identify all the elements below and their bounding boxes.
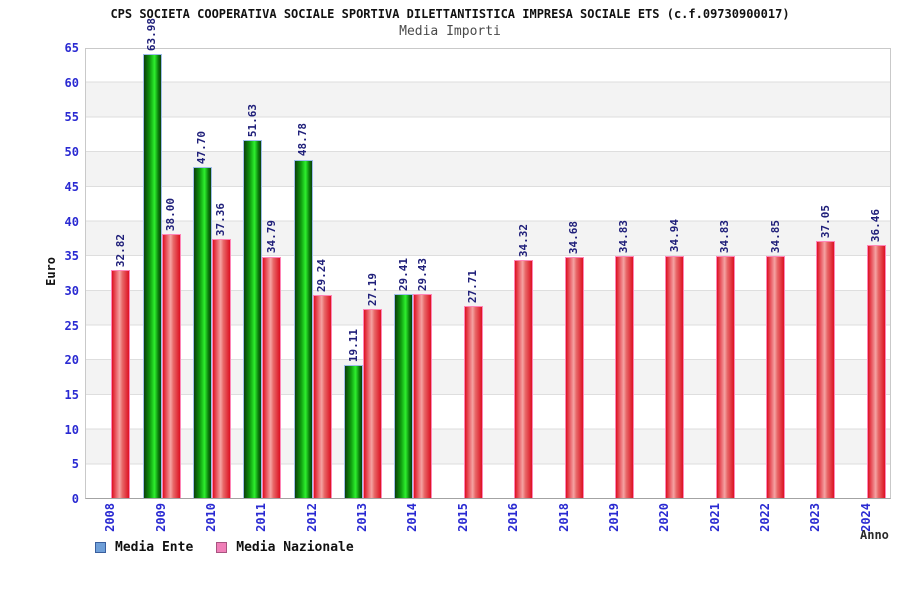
x-tick-label: 2023 <box>808 503 823 532</box>
bar-media-nazionale <box>564 257 584 498</box>
y-tick-label: 45 <box>64 179 79 194</box>
x-tick-label: 2020 <box>657 503 672 532</box>
y-tick-label: 0 <box>71 492 79 506</box>
bar-media-nazionale <box>614 256 634 498</box>
chart-subtitle: Media Importi <box>399 24 501 39</box>
bar-media-nazionale <box>866 245 886 498</box>
y-tick-label: 30 <box>64 283 79 298</box>
legend-item-media-nazionale: Media Nazionale <box>216 540 354 555</box>
bar-media-nazionale <box>413 293 433 498</box>
bar-media-nazionale <box>766 256 786 498</box>
x-tick-label: 2012 <box>304 503 319 532</box>
x-tick-label: 2015 <box>455 503 470 532</box>
x-tick-label: 2009 <box>153 503 168 532</box>
bar-media-ente <box>344 365 364 498</box>
x-tick-label: 2016 <box>506 503 521 532</box>
bar-value-label: 34.83 <box>617 220 631 254</box>
x-tick-label: 2021 <box>707 503 722 532</box>
bar-media-ente <box>394 293 414 498</box>
bar-value-label: 34.32 <box>516 223 530 257</box>
bar-media-nazionale <box>262 256 282 498</box>
x-tick-label: 2019 <box>606 503 621 532</box>
bar-media-ente <box>243 139 263 498</box>
x-tick-label: 2011 <box>254 503 269 532</box>
x-tick-label: 2018 <box>556 503 571 532</box>
y-tick-label: 35 <box>64 249 79 264</box>
bar-value-label: 29.43 <box>415 257 429 291</box>
bar-value-label: 32.82 <box>113 234 127 268</box>
y-tick-label: 20 <box>64 353 79 368</box>
bar-value-label: 29.24 <box>315 258 329 293</box>
bar-media-ente <box>293 159 313 498</box>
bar-value-label: 34.83 <box>718 220 732 254</box>
bar-value-label: 34.79 <box>264 220 278 254</box>
bar-value-label: 34.68 <box>567 221 581 255</box>
bar-media-nazionale <box>665 255 685 498</box>
media-nazionale-swatch-icon <box>216 542 228 553</box>
y-tick-label: 15 <box>64 387 79 402</box>
y-tick-label: 5 <box>71 457 79 472</box>
y-tick-label: 10 <box>64 422 79 437</box>
bar-media-nazionale <box>211 238 231 498</box>
bar-media-nazionale <box>816 240 836 498</box>
bar-value-label: 19.11 <box>346 329 360 363</box>
y-tick-label: 25 <box>64 318 79 333</box>
bar-value-label: 34.85 <box>768 220 782 254</box>
y-tick-label: 55 <box>64 110 79 125</box>
y-tick-label: 60 <box>64 75 79 90</box>
bar-value-label: 63.98 <box>145 17 159 52</box>
bar-value-label: 38.00 <box>164 198 178 232</box>
y-tick-label: 40 <box>64 214 79 229</box>
bar-value-label: 34.94 <box>667 219 681 253</box>
legend-label: Media Ente <box>115 540 194 555</box>
bar-media-ente <box>142 54 162 498</box>
x-tick-label: 2014 <box>405 503 420 532</box>
bar-value-label: 47.70 <box>195 130 209 164</box>
bar-media-ente <box>192 167 212 498</box>
bar-value-label: 27.19 <box>365 273 379 307</box>
legend-item-media-ente: Media Ente <box>95 540 193 555</box>
bar-media-nazionale <box>111 270 131 498</box>
x-axis-title: Anno <box>860 528 889 542</box>
y-tick-label: 65 <box>64 41 79 55</box>
bar-value-label: 37.36 <box>214 202 228 236</box>
x-tick-label: 2024 <box>858 503 873 532</box>
bar-media-nazionale <box>363 309 383 498</box>
plot-area: 32.82 63.98 38.00 47.70 37.36 51.63 34.79 48.78… <box>85 18 891 499</box>
bar-value-label: 37.05 <box>818 204 832 238</box>
bar-value-label: 27.71 <box>466 269 480 303</box>
bar-media-nazionale <box>312 295 332 498</box>
bar-media-nazionale <box>463 305 483 498</box>
x-tick-label: 2010 <box>203 503 218 532</box>
media-ente-swatch-icon <box>95 542 106 553</box>
legend-label: Media Nazionale <box>236 540 354 555</box>
y-tick-label: 50 <box>64 145 79 160</box>
bar-media-nazionale <box>161 234 181 498</box>
bar-value-label: 29.41 <box>396 257 410 291</box>
bar-value-label: 48.78 <box>296 123 310 157</box>
bar-media-nazionale <box>514 259 534 498</box>
x-tick-label: 2008 <box>103 503 118 532</box>
chart-title: CPS SOCIETA COOPERATIVA SOCIALE SPORTIVA… <box>110 7 790 21</box>
bar-media-nazionale <box>715 256 735 498</box>
x-tick-label: 2022 <box>758 503 773 532</box>
legend: Media Ente Media Nazionale <box>95 540 368 555</box>
bar-value-label: 36.46 <box>869 208 883 242</box>
x-tick-label: 2013 <box>355 503 370 532</box>
bar-value-label: 51.63 <box>245 103 259 137</box>
